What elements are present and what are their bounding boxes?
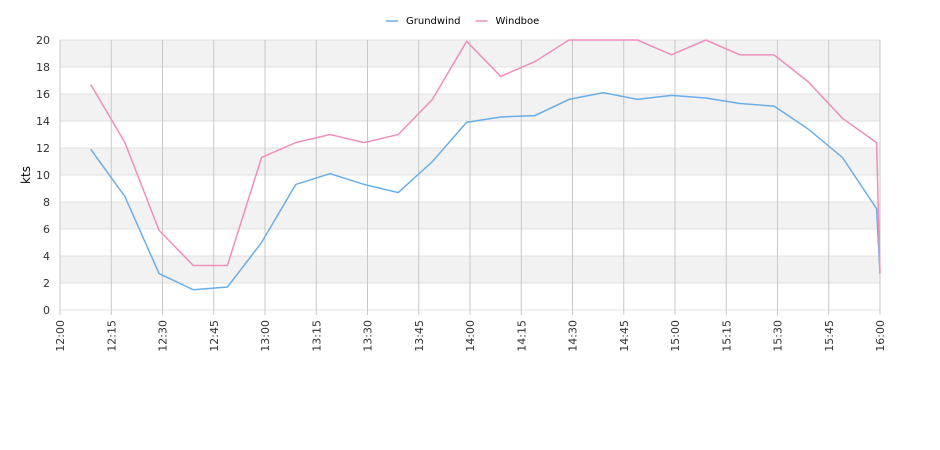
- x-tick-label: 12:45: [208, 320, 221, 352]
- x-tick-label: 15:45: [823, 320, 836, 352]
- series-line: [90, 91, 881, 291]
- y-tick-label: 20: [36, 34, 50, 47]
- x-tick-label: 15:30: [772, 320, 785, 352]
- y-tick-label: 0: [43, 304, 50, 317]
- legend-label: Grundwind: [406, 16, 461, 27]
- y-tick-label: 12: [36, 142, 50, 155]
- x-tick-label: 15:15: [720, 320, 733, 352]
- y-tick-label: 18: [36, 61, 50, 74]
- x-tick-label: 13:00: [259, 320, 272, 352]
- y-tick-label: 6: [43, 223, 50, 236]
- x-tick-label: 12:15: [105, 320, 118, 352]
- x-tick-label: 14:15: [515, 320, 528, 352]
- x-tick-label: 12:30: [157, 320, 170, 352]
- x-tick-label: 13:45: [413, 320, 426, 352]
- x-tick-label: 13:15: [310, 320, 323, 352]
- y-tick-label: 4: [43, 250, 50, 263]
- legend-label: Windboe: [496, 16, 540, 27]
- x-tick-label: 12:00: [54, 320, 67, 352]
- y-tick-label: 10: [36, 169, 50, 182]
- y-tick-label: 8: [43, 196, 50, 209]
- x-tick-label: 14:30: [567, 320, 580, 352]
- y-tick-label: 16: [36, 88, 50, 101]
- y-axis-label: kts: [19, 166, 33, 184]
- x-tick-label: 14:45: [618, 320, 631, 352]
- x-tick-label: 14:00: [464, 320, 477, 352]
- x-tick-label: 15:00: [669, 320, 682, 352]
- x-tick-label: 16:00: [874, 320, 887, 352]
- x-tick-label: 13:30: [362, 320, 375, 352]
- series-line: [90, 39, 881, 274]
- y-tick-label: 2: [43, 277, 50, 290]
- y-tick-label: 14: [36, 115, 50, 128]
